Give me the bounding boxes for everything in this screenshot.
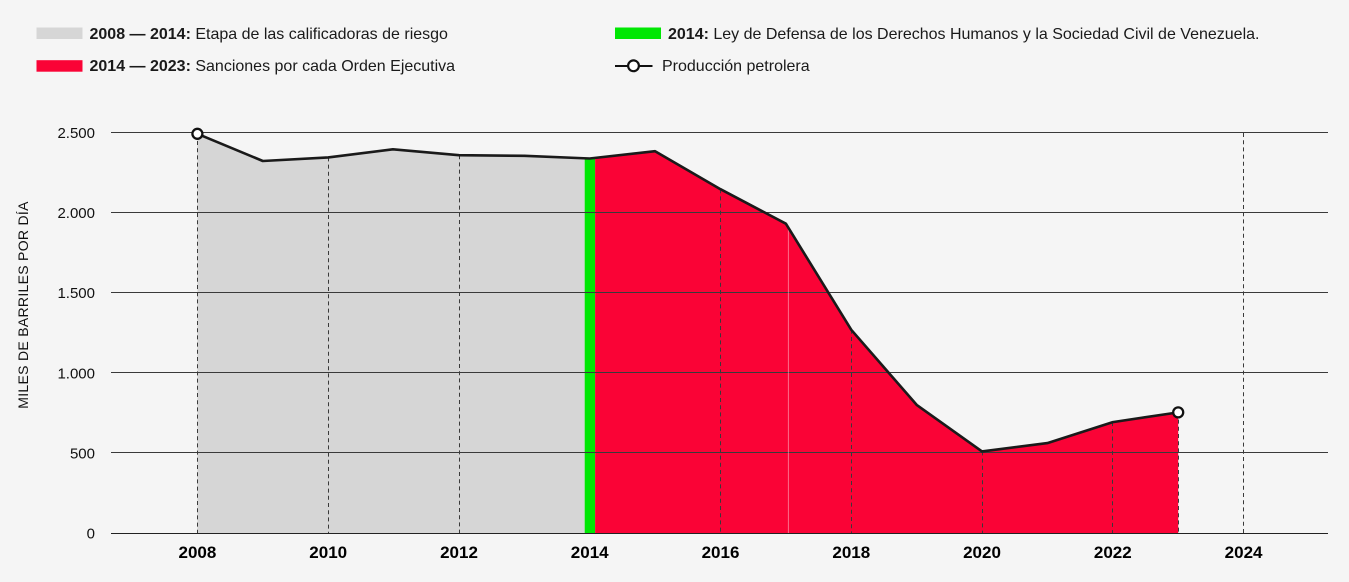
svg-text:2022: 2022: [1094, 543, 1132, 562]
svg-text:Producción petrolera: Producción petrolera: [662, 58, 810, 75]
svg-text:2010: 2010: [309, 543, 347, 562]
svg-text:2.500: 2.500: [57, 125, 95, 142]
svg-text:1.000: 1.000: [57, 365, 95, 382]
svg-text:500: 500: [70, 446, 95, 463]
svg-text:0: 0: [87, 526, 95, 543]
svg-text:2020: 2020: [963, 543, 1001, 562]
svg-text:MILES DE BARRILES POR DÍA: MILES DE BARRILES POR DÍA: [15, 201, 31, 409]
svg-text:2014 — 2023: Sanciones por cad: 2014 — 2023: Sanciones por cada Orden Ej…: [90, 58, 456, 75]
svg-text:2016: 2016: [702, 543, 740, 562]
svg-text:2014: 2014: [571, 543, 609, 562]
svg-text:2024: 2024: [1225, 543, 1263, 562]
svg-text:2012: 2012: [440, 543, 478, 562]
svg-text:2008 — 2014: Etapa de las cali: 2008 — 2014: Etapa de las calificadoras …: [90, 26, 449, 43]
svg-text:2018: 2018: [832, 543, 870, 562]
svg-text:2008: 2008: [178, 543, 216, 562]
svg-text:1.500: 1.500: [57, 285, 95, 302]
svg-text:2014: Ley de Defensa de los De: 2014: Ley de Defensa de los Derechos Hum…: [668, 26, 1259, 43]
svg-text:2.000: 2.000: [57, 205, 95, 222]
